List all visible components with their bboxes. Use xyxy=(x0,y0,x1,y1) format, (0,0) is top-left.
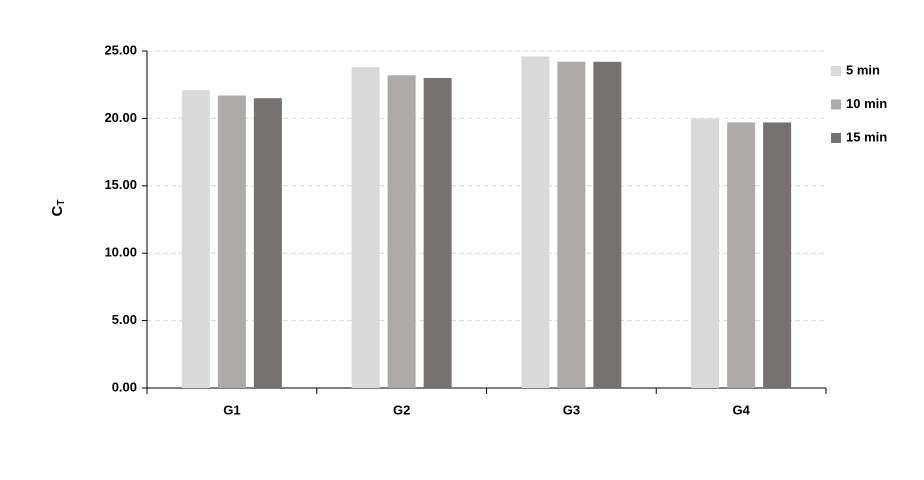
y-tick-label: 20.00 xyxy=(104,110,137,125)
y-label-main: C xyxy=(49,205,66,216)
bar xyxy=(593,61,622,389)
x-tick-label: G1 xyxy=(223,402,240,417)
bar xyxy=(691,118,720,389)
y-tick-label: 10.00 xyxy=(104,245,137,260)
y-tick-label: 25.00 xyxy=(104,42,137,57)
bar xyxy=(557,61,586,389)
bar xyxy=(181,90,210,388)
bar xyxy=(217,95,246,388)
y-tick-label: 15.00 xyxy=(104,177,137,192)
legend-swatch xyxy=(831,133,841,143)
legend-label: 5 min xyxy=(846,62,880,77)
y-label-sub: T xyxy=(56,200,67,206)
y-tick-label: 0.00 xyxy=(112,379,137,394)
bar xyxy=(253,98,282,389)
bar xyxy=(763,122,792,388)
bar xyxy=(423,77,452,389)
x-tick-label: G3 xyxy=(563,402,580,417)
legend-label: 10 min xyxy=(846,96,887,111)
bar xyxy=(521,56,550,388)
bar xyxy=(727,122,756,388)
x-tick-label: G2 xyxy=(393,402,410,417)
bar xyxy=(351,67,380,389)
y-tick-label: 5.00 xyxy=(112,312,137,327)
x-tick-label: G4 xyxy=(732,402,750,417)
y-axis-label: CT xyxy=(49,200,67,217)
bar xyxy=(387,75,416,388)
legend-swatch xyxy=(831,99,841,110)
legend-swatch xyxy=(831,66,841,76)
legend-label: 15 min xyxy=(846,129,887,144)
